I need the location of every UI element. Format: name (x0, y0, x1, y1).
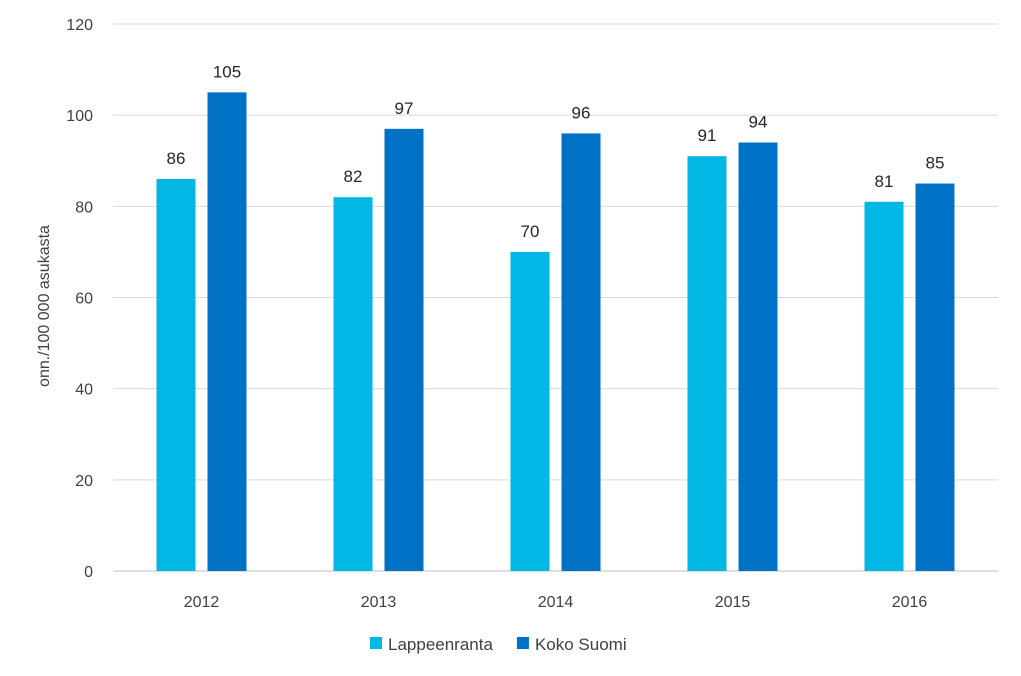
x-tick-label: 2013 (361, 594, 397, 611)
data-label: 70 (521, 222, 540, 241)
x-tick-label: 2012 (184, 594, 220, 611)
bar-koko-suomi-2013 (384, 128, 424, 571)
data-label: 97 (395, 99, 414, 118)
y-tick-label: 60 (75, 291, 93, 308)
data-label: 91 (698, 126, 717, 145)
bar-lappeenranta-2015 (687, 156, 727, 572)
bar-lappeenranta-2016 (864, 201, 904, 571)
data-label: 94 (749, 113, 768, 132)
bar-koko-suomi-2012 (207, 92, 247, 571)
data-label: 96 (572, 103, 591, 122)
gridlines (113, 23, 998, 572)
legend-swatch (516, 637, 529, 649)
bar-koko-suomi-2014 (561, 133, 601, 571)
y-axis-title: onn./100 000 asukasta (36, 225, 53, 387)
y-axis-ticks: 0 20 40 60 80 100 120 (66, 17, 93, 581)
y-tick-label: 40 (75, 382, 93, 399)
y-tick-label: 100 (66, 108, 93, 125)
data-label: 85 (926, 154, 945, 173)
bar-lappeenranta-2014 (510, 251, 550, 571)
data-label: 86 (167, 149, 186, 168)
y-tick-label: 120 (66, 17, 93, 34)
bar-lappeenranta-2013 (333, 197, 373, 571)
bars (156, 92, 955, 572)
bar-lappeenranta-2012 (156, 178, 196, 571)
bar-koko-suomi-2015 (738, 142, 778, 571)
data-labels: 86 105 82 97 70 96 91 94 81 85 (167, 62, 945, 241)
data-label: 82 (344, 167, 363, 186)
x-tick-label: 2016 (892, 594, 928, 611)
data-label: 81 (875, 172, 894, 191)
x-axis-ticks: 2012 2013 2014 2015 2016 (184, 594, 928, 611)
legend-label: Lappeenranta (388, 635, 493, 654)
y-tick-label: 80 (75, 199, 93, 216)
x-tick-label: 2014 (538, 594, 574, 611)
y-tick-label: 0 (84, 564, 93, 581)
x-tick-label: 2015 (715, 594, 751, 611)
bar-koko-suomi-2016 (915, 183, 955, 571)
legend-swatch (370, 637, 382, 649)
legend: Lappeenranta Koko Suomi (370, 635, 627, 654)
y-tick-label: 20 (75, 473, 93, 490)
legend-label: Koko Suomi (535, 635, 627, 654)
data-label: 105 (213, 62, 241, 81)
